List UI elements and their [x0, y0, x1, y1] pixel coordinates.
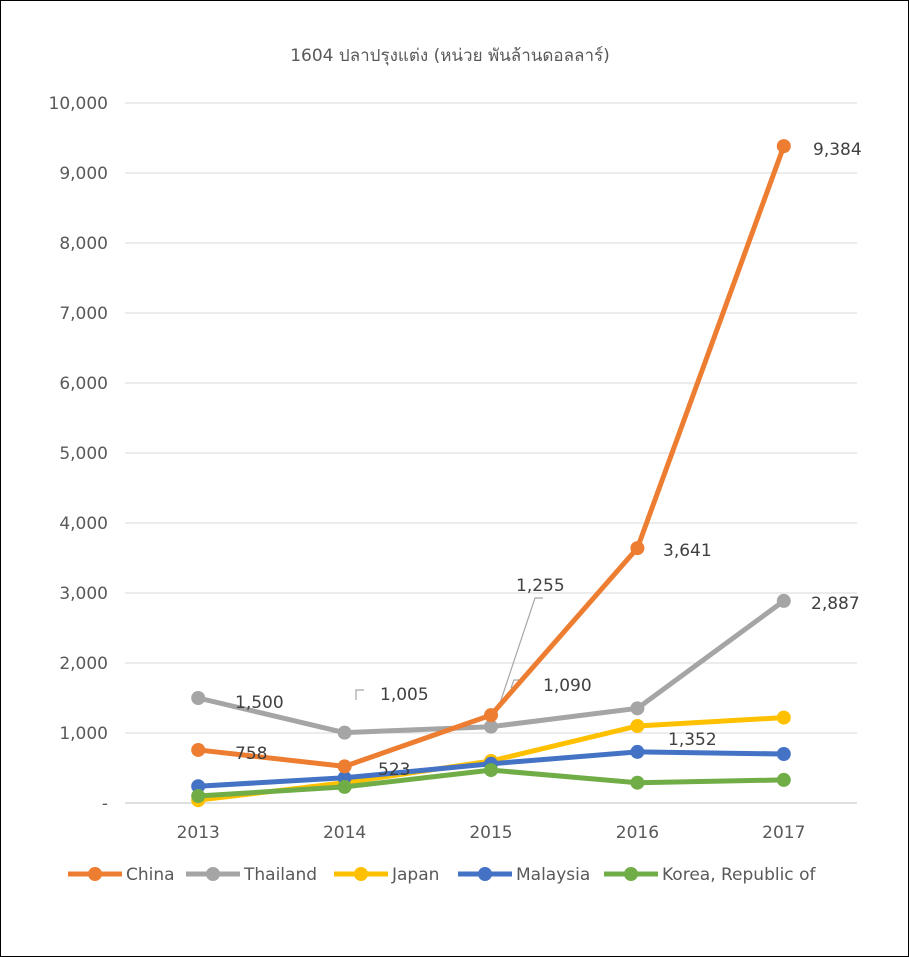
series-china — [191, 139, 791, 774]
data-label: 1,352 — [668, 730, 717, 750]
x-tick-label: 2016 — [616, 823, 659, 843]
data-point — [630, 744, 645, 759]
data-point — [630, 775, 645, 790]
legend-label: Korea, Republic of — [662, 865, 816, 885]
data-label: 9,384 — [813, 140, 862, 160]
legend-label: Malaysia — [516, 865, 590, 885]
y-tick-label: 2,000 — [59, 654, 108, 674]
legend-item: Japan — [334, 865, 439, 885]
data-point — [630, 541, 645, 556]
x-axis-tick-labels: 2013 2014 2015 2016 2017 — [177, 823, 806, 843]
data-point — [191, 742, 206, 757]
data-point — [484, 708, 498, 723]
data-point — [776, 747, 791, 761]
data-label: 1,255 — [516, 576, 565, 596]
series-lines — [191, 139, 791, 808]
data-point — [776, 139, 791, 154]
y-tick-label: 5,000 — [59, 444, 108, 464]
y-tick-label: 3,000 — [59, 584, 108, 604]
data-label: 1,500 — [235, 693, 284, 713]
y-tick-label: 1,000 — [59, 724, 108, 744]
data-point — [337, 779, 352, 794]
x-tick-label: 2017 — [762, 823, 805, 843]
data-labels: 758 523 1,255 3,641 9,384 1,500 1,005 1,090 1,35… — [235, 140, 862, 780]
y-tick-label: 4,000 — [59, 514, 108, 534]
leader-line — [496, 597, 543, 713]
leader-line — [355, 689, 364, 700]
data-point — [337, 759, 352, 774]
legend-item: China — [68, 865, 175, 885]
data-point — [191, 789, 206, 803]
legend-item: Malaysia — [458, 865, 590, 885]
data-point — [776, 710, 791, 725]
legend-label: China — [126, 865, 175, 885]
gridlines — [125, 102, 857, 804]
data-label: 3,641 — [663, 541, 712, 561]
data-point — [630, 701, 645, 716]
legend-swatch-marker — [478, 867, 492, 881]
series-korea-republic-of — [191, 763, 791, 803]
data-point — [484, 763, 498, 778]
legend-swatch-marker — [624, 867, 638, 881]
legend-label: Japan — [391, 865, 439, 885]
y-tick-label: - — [102, 794, 108, 814]
legend-item: Korea, Republic of — [604, 865, 816, 885]
data-point — [630, 719, 645, 733]
y-tick-label: 10,000 — [49, 94, 108, 114]
data-point — [337, 725, 352, 740]
legend-swatch-marker — [88, 867, 102, 881]
data-label: 2,887 — [811, 594, 860, 614]
data-label: 758 — [235, 744, 267, 764]
x-tick-label: 2015 — [469, 823, 512, 843]
x-tick-label: 2014 — [323, 823, 366, 843]
y-tick-label: 6,000 — [59, 374, 108, 394]
series-thailand — [191, 593, 791, 740]
y-tick-label: 8,000 — [59, 234, 108, 254]
x-tick-label: 2013 — [177, 823, 220, 843]
data-point — [191, 691, 206, 705]
y-tick-label: 9,000 — [59, 164, 108, 184]
legend-item: Thailand — [186, 865, 317, 885]
legend-swatch-marker — [206, 867, 220, 881]
data-label: 1,005 — [380, 685, 429, 705]
data-label: 523 — [378, 760, 410, 780]
legend-label: Thailand — [243, 865, 317, 885]
data-point — [776, 772, 791, 787]
y-axis-tick-labels: - 1,000 2,000 3,000 4,000 5,000 6,000 7,000 8,00… — [49, 94, 108, 814]
data-point — [484, 719, 498, 734]
data-point — [191, 779, 206, 794]
legend: China Thailand Japan Malaysia Korea, Republi… — [68, 865, 816, 885]
data-label: 1,090 — [543, 676, 592, 696]
chart-title: 1604 ปลาปรุงแต่ง (หน่วย พันล้านดอลลาร์) — [290, 46, 610, 66]
data-point — [776, 593, 791, 608]
y-tick-label: 7,000 — [59, 304, 108, 324]
legend-swatch-marker — [354, 867, 368, 881]
series-line — [195, 143, 787, 769]
